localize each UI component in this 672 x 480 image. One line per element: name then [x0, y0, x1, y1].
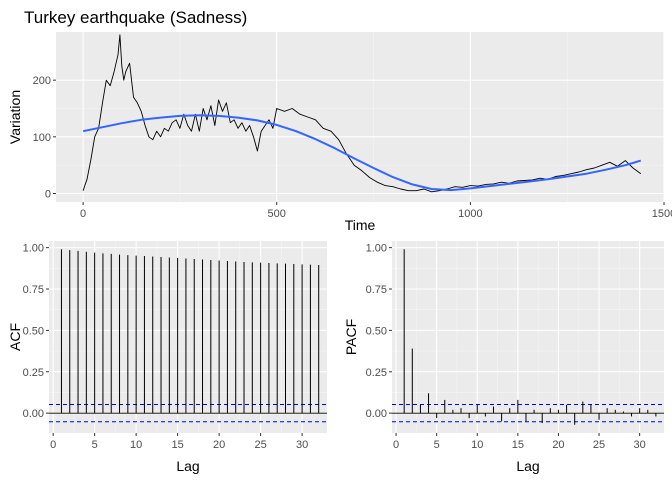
chart-1-grid — [56, 32, 665, 202]
chart-2-panel — [49, 241, 327, 433]
pacf-x-tick-label: 30 — [634, 439, 646, 451]
chart-2-marks — [49, 249, 327, 423]
acf-x-tick-label: 25 — [254, 439, 266, 451]
pacf-x-tick-label: 0 — [393, 439, 399, 451]
chart-3-y-axis-title: PACF — [343, 319, 359, 355]
chart-1-y-tick-label: 200 — [33, 75, 51, 87]
pacf-y-tick-label: 0.50 — [366, 325, 387, 337]
acf-y-tick-label: 0.25 — [23, 367, 44, 379]
variation-series-line — [82, 34, 642, 193]
chart-1-title: Turkey earthquake (Sadness) — [24, 8, 247, 27]
chart-3-x-axis-title: Lag — [516, 458, 539, 474]
chart-1-x-tick-label: 500 — [268, 208, 286, 220]
acf-y-tick-label: 0.00 — [23, 408, 44, 420]
chart-2-ticks: 0 5 10 15 20 25 30 0.00 0.25 0.50 0.75 1.00 — [23, 243, 309, 451]
chart-1-y-tick-label: 100 — [33, 132, 51, 144]
chart-1-root: Turkey earthquake (Sadness) 0 500 1000 150 0… — [7, 8, 672, 233]
chart-1-y-axis-title: Variation — [7, 90, 23, 144]
chart-3-panel — [392, 241, 664, 433]
chart-1-x-axis-title: Time — [345, 217, 376, 233]
acf-x-tick-label: 0 — [50, 439, 56, 451]
chart-2-x-axis-title: Lag — [176, 458, 199, 474]
acf-x-tick-label: 5 — [92, 439, 98, 451]
smooth-trend-line — [82, 114, 642, 192]
pacf-x-tick-label: 20 — [552, 439, 564, 451]
chart-1-y-tick-label: 0 — [45, 189, 51, 201]
pacf-y-tick-label: 0.00 — [366, 408, 387, 420]
chart-3-ticks: 0 5 10 15 20 25 30 0.00 0.25 0.50 0.75 1.00 — [366, 243, 646, 451]
chart-3-marks — [392, 249, 664, 425]
pacf-x-tick-label: 15 — [512, 439, 524, 451]
pacf-x-tick-label: 10 — [471, 439, 483, 451]
acf-x-tick-label: 15 — [172, 439, 184, 451]
chart-1-x-tick-label: 1000 — [458, 208, 482, 220]
acf-x-tick-label: 30 — [296, 439, 308, 451]
chart-2-root: 0 5 10 15 20 25 30 0.00 0.25 0.50 0.75 1.00 Lag ACF — [7, 241, 327, 474]
pacf-x-tick-label: 25 — [593, 439, 605, 451]
chart-3-root: 0 5 10 15 20 25 30 0.00 0.25 0.50 0.75 1.00 Lag PAC… — [343, 241, 664, 474]
pacf-x-tick-label: 5 — [434, 439, 440, 451]
acf-x-tick-label: 10 — [130, 439, 142, 451]
pacf-y-tick-label: 0.25 — [366, 367, 387, 379]
pacf-y-tick-label: 1.00 — [366, 243, 387, 255]
acf-y-tick-label: 0.50 — [23, 325, 44, 337]
acf-y-tick-label: 0.75 — [23, 284, 44, 296]
acf-y-tick-label: 1.00 — [23, 243, 44, 255]
chart-2-y-axis-title: ACF — [7, 323, 23, 351]
pacf-y-tick-label: 0.75 — [366, 284, 387, 296]
chart-1-marks — [82, 34, 642, 193]
chart-1-x-tick-label: 0 — [80, 208, 86, 220]
acf-x-tick-label: 20 — [213, 439, 225, 451]
